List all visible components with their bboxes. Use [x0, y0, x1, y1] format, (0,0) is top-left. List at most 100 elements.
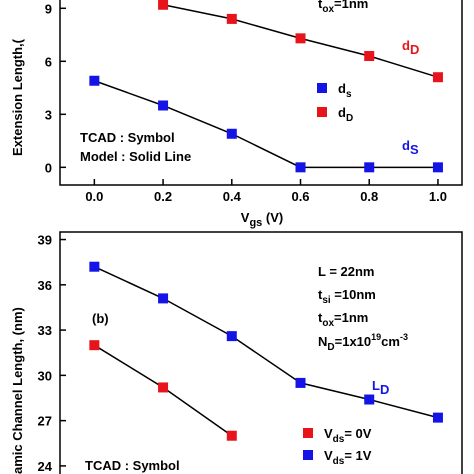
data-point: [432, 412, 443, 423]
y-tick-label: 39: [38, 233, 52, 248]
legend-label-part: V: [324, 448, 333, 463]
plot-frame: [59, 0, 463, 186]
annotation-part: si: [322, 295, 331, 306]
annotation-part: =1nm: [334, 310, 368, 325]
y-tick-label: 0: [45, 160, 52, 175]
legend-label-part: s: [346, 89, 352, 100]
y-tick-label: 30: [38, 368, 52, 383]
x-tick-label: 0.4: [223, 189, 242, 204]
annotation-part: D: [380, 382, 389, 397]
annotation-part: d: [402, 38, 410, 53]
data-point: [89, 75, 100, 86]
annotation-part: 19: [371, 332, 381, 342]
data-point: [226, 331, 237, 342]
legend-swatch: [317, 83, 327, 93]
data-point: [226, 13, 237, 24]
x-tick-label: 0.8: [360, 189, 378, 204]
data-point: [158, 382, 169, 393]
series-label: dS: [402, 138, 419, 157]
y-tick-label: 27: [38, 414, 52, 429]
annotation: TCAD : Symbol: [80, 130, 175, 145]
annotation: L = 22nm: [318, 264, 374, 279]
annotation-part: t: [318, 310, 323, 325]
y-axis-label: Extension Length,(: [10, 38, 25, 156]
x-tick-label: 0.0: [85, 189, 103, 204]
legend-swatch: [317, 107, 327, 117]
y-axis-label: amic Channel Length, (nm): [10, 307, 25, 474]
x-tick-label: 1.0: [429, 189, 447, 204]
y-tick-label: 36: [38, 278, 52, 293]
legend-label-part: = 0V: [344, 426, 371, 441]
annotation: tsi =10nm: [318, 287, 376, 306]
legend-label-part: = 1V: [344, 448, 371, 463]
x-axis-label: Vgs (V): [241, 210, 283, 229]
data-point: [295, 162, 306, 173]
data-point: [226, 128, 237, 139]
legend-swatch: [303, 450, 313, 460]
data-point: [89, 261, 100, 272]
annotation-part: =1nm: [334, 0, 368, 11]
legend-label-part: V: [324, 426, 333, 441]
annotation-part: L: [372, 378, 380, 393]
data-point: [226, 430, 237, 441]
data-point: [89, 340, 100, 351]
annotation: TCAD : Symbol: [85, 458, 180, 473]
data-point: [158, 100, 169, 111]
annotation-part: ox: [322, 4, 334, 15]
annotation-part: ox: [322, 318, 334, 329]
data-point: [364, 51, 375, 62]
annotation-part: N: [318, 334, 327, 349]
series-label: LD: [372, 378, 389, 397]
annotation-part: cm: [381, 334, 400, 349]
series-label: dD: [402, 38, 419, 57]
model-line: [94, 266, 439, 419]
annotation: ND=1x1019cm-3: [318, 332, 408, 353]
x-label-part: (V): [262, 210, 283, 225]
legend-label-part: d: [338, 81, 346, 96]
data-point: [364, 162, 375, 173]
plot-area: [89, 261, 443, 441]
legend-label-part: ds: [333, 434, 345, 445]
annotation-part: -3: [400, 332, 408, 342]
annotation-part: t: [318, 0, 323, 11]
x-label-part: gs: [249, 217, 262, 229]
y-tick-label: 9: [45, 1, 52, 16]
x-tick-label: 0.2: [154, 189, 172, 204]
legend-label: ds: [338, 81, 352, 100]
legend-label: dD: [338, 105, 353, 124]
annotation-part: D: [327, 342, 334, 353]
annotation: tox=1nm: [318, 310, 368, 329]
y-tick-label: 33: [38, 323, 52, 338]
annotation-part: d: [402, 138, 410, 153]
y-tick-label: 24: [38, 459, 53, 474]
y-tick-label: 3: [45, 107, 52, 122]
data-point: [295, 377, 306, 388]
plot-frame: [59, 231, 463, 474]
annotation-part: =10nm: [331, 287, 376, 302]
annotation-part: S: [410, 142, 419, 157]
legend-label-part: D: [346, 113, 353, 124]
data-point: [432, 162, 443, 173]
annotation-part: D: [410, 42, 419, 57]
chart-b: amic Channel Length, (nm) (b) L = 22nm t…: [10, 231, 463, 474]
x-label-part: V: [241, 210, 250, 225]
x-tick-label: 0.6: [291, 189, 309, 204]
panel-label: (b): [92, 311, 109, 326]
legend-label-part: d: [338, 105, 346, 120]
annotation-part: t: [318, 287, 323, 302]
data-point: [432, 72, 443, 83]
legend-label-part: ds: [333, 456, 345, 467]
annotation-part: =1x10: [335, 334, 372, 349]
chart-a: Extension Length,( Vgs (V) tox=1nm dD dS…: [10, 0, 463, 229]
legend-label: Vds= 0V: [324, 426, 372, 445]
legend-label: Vds= 1V: [324, 448, 372, 467]
model-line: [94, 80, 438, 169]
data-point: [295, 33, 306, 44]
annotation: Model : Solid Line: [80, 149, 191, 164]
data-point: [158, 0, 169, 10]
annotation: tox=1nm: [318, 0, 368, 15]
data-point: [158, 293, 169, 304]
legend-swatch: [303, 428, 313, 438]
